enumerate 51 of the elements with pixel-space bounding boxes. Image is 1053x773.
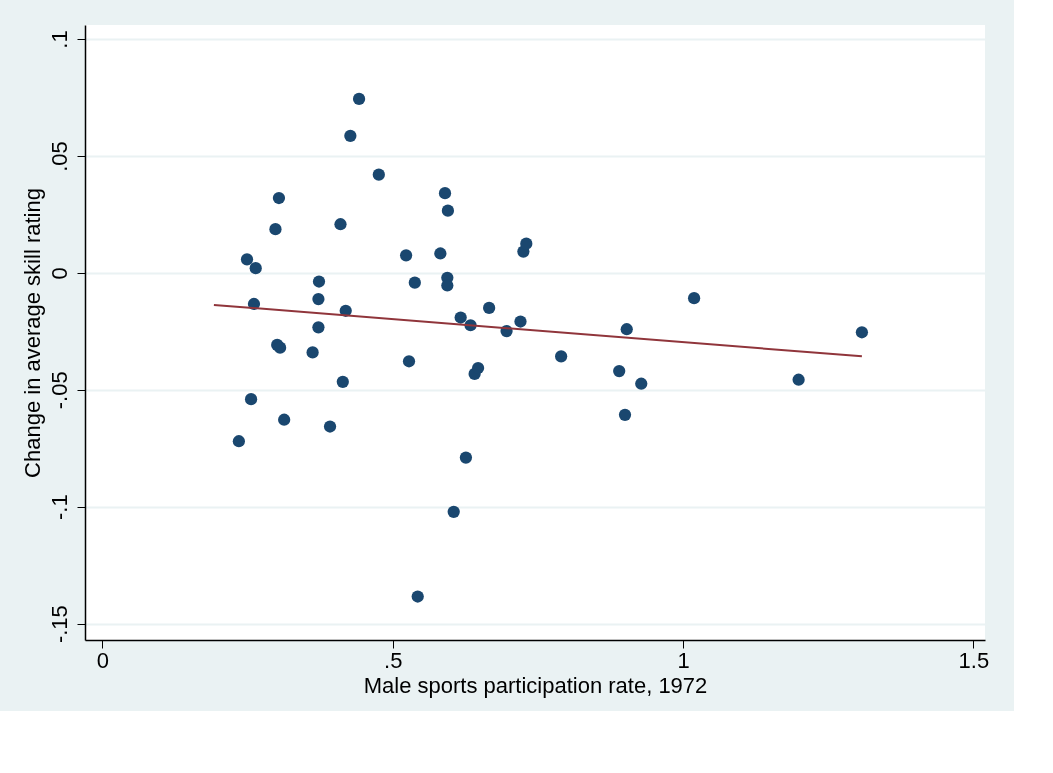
point [336,375,349,388]
point [687,292,701,305]
point [344,129,357,142]
y-axis-title: Change in average skill rating [19,188,45,478]
point [792,373,805,386]
point [434,247,447,260]
point [441,204,455,217]
point [514,315,527,328]
point [278,413,291,426]
point [438,187,452,200]
y-tick-label: -.05 [46,371,72,410]
y-tick-label: -.15 [46,605,72,644]
point [520,237,533,250]
point [240,253,254,266]
point [244,393,258,406]
x-tick-label: 1 [677,647,690,673]
point [272,191,286,205]
point [613,364,626,378]
point [232,435,245,448]
point [620,323,633,336]
point [312,292,325,306]
x-axis-title: Male sports participation rate, 1972 [363,672,708,698]
point [447,505,460,518]
point [402,355,416,368]
point [555,350,568,363]
x-tick-label: .5 [384,647,403,673]
point [306,346,319,359]
point [334,218,347,231]
point [312,321,325,334]
point [399,249,413,262]
point [249,262,262,275]
point [635,377,648,390]
point [454,311,467,324]
point [471,361,485,375]
point [459,451,473,464]
point [618,408,632,421]
point [411,590,424,603]
point [269,223,282,236]
point [408,276,421,289]
x-tick-label: 1.5 [958,647,990,673]
point [352,92,366,106]
point [312,275,326,288]
x-tick-label: 0 [96,647,110,673]
point [483,301,496,315]
y-tick-label: -.1 [46,494,72,521]
point [372,168,385,181]
point [855,326,869,339]
y-tick-label: .1 [46,30,72,49]
point [323,420,337,433]
y-tick-label: 0 [46,267,72,280]
y-tick-label: .05 [46,141,72,172]
